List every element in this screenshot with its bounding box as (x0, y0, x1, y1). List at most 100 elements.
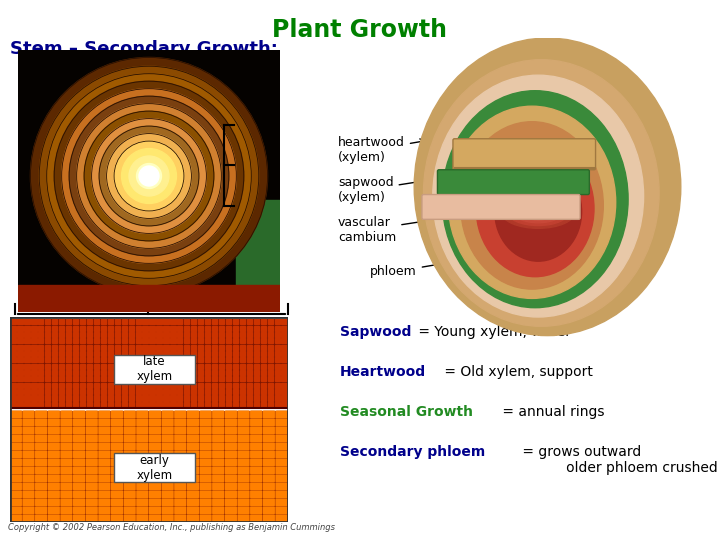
Bar (149, 458, 161, 466)
FancyBboxPatch shape (73, 410, 85, 418)
Bar (261, 319, 266, 325)
Bar (205, 389, 210, 394)
Bar (174, 475, 186, 482)
Bar (137, 515, 148, 522)
Bar (261, 357, 266, 362)
Bar (251, 443, 262, 450)
Bar (73, 376, 78, 382)
Bar (187, 483, 199, 490)
FancyBboxPatch shape (48, 427, 60, 434)
Bar (218, 401, 225, 407)
Bar (129, 376, 134, 381)
Bar (59, 376, 64, 381)
Bar (149, 467, 161, 474)
Bar (233, 370, 238, 375)
Bar (135, 325, 141, 331)
Bar (94, 350, 99, 356)
Bar (86, 515, 98, 522)
Bar (225, 338, 232, 343)
Bar (191, 402, 197, 407)
Bar (45, 338, 51, 343)
Bar (17, 338, 23, 343)
Bar (79, 363, 86, 369)
Bar (174, 458, 186, 466)
Bar (80, 389, 85, 394)
Bar (80, 402, 85, 407)
FancyBboxPatch shape (199, 498, 212, 506)
Bar (111, 411, 123, 418)
Bar (281, 395, 287, 401)
Bar (87, 389, 92, 394)
Bar (128, 338, 134, 343)
Bar (10, 491, 22, 498)
Bar (260, 389, 266, 395)
FancyBboxPatch shape (73, 467, 85, 474)
FancyBboxPatch shape (10, 498, 22, 506)
Bar (31, 332, 37, 338)
Bar (198, 370, 204, 375)
FancyBboxPatch shape (60, 515, 73, 522)
Bar (204, 325, 211, 331)
Bar (170, 332, 176, 337)
Bar (31, 376, 37, 381)
Bar (225, 363, 232, 369)
Bar (198, 389, 204, 395)
Bar (10, 395, 16, 401)
Circle shape (39, 66, 258, 286)
FancyBboxPatch shape (98, 507, 110, 514)
Bar (191, 319, 197, 325)
FancyBboxPatch shape (124, 475, 136, 482)
Bar (48, 411, 60, 418)
Bar (170, 338, 176, 343)
Bar (184, 325, 190, 331)
Bar (87, 319, 92, 325)
FancyBboxPatch shape (225, 435, 237, 442)
Bar (212, 363, 217, 369)
FancyBboxPatch shape (98, 410, 110, 418)
Bar (212, 363, 217, 369)
Bar (66, 402, 71, 407)
Bar (121, 338, 127, 343)
Bar (111, 515, 123, 522)
Bar (191, 363, 197, 369)
Bar (129, 332, 134, 337)
FancyBboxPatch shape (199, 507, 212, 514)
Bar (80, 319, 85, 325)
FancyBboxPatch shape (22, 475, 35, 482)
FancyBboxPatch shape (199, 450, 212, 458)
Bar (218, 345, 225, 350)
Bar (184, 338, 190, 343)
FancyBboxPatch shape (212, 507, 225, 514)
Bar (94, 332, 99, 337)
Bar (66, 389, 71, 394)
Bar (60, 483, 72, 490)
Bar (73, 319, 78, 325)
Bar (60, 451, 72, 458)
Bar (38, 332, 44, 338)
Bar (170, 370, 176, 375)
Bar (212, 491, 224, 498)
FancyBboxPatch shape (186, 498, 199, 506)
Bar (114, 319, 120, 325)
Bar (212, 357, 217, 362)
Bar (80, 326, 85, 330)
Bar (253, 319, 259, 325)
Bar (226, 357, 231, 362)
Bar (48, 418, 60, 426)
Bar (281, 319, 287, 325)
Bar (276, 427, 287, 434)
Bar (52, 395, 58, 401)
Bar (198, 389, 203, 394)
Bar (86, 475, 98, 482)
Bar (149, 498, 161, 506)
Bar (80, 332, 85, 337)
FancyBboxPatch shape (22, 515, 35, 522)
Circle shape (114, 141, 184, 211)
Bar (184, 389, 190, 395)
Bar (24, 319, 30, 325)
FancyBboxPatch shape (136, 427, 148, 434)
Bar (10, 418, 22, 426)
Bar (177, 401, 183, 407)
Bar (281, 382, 287, 388)
Bar (199, 435, 212, 442)
